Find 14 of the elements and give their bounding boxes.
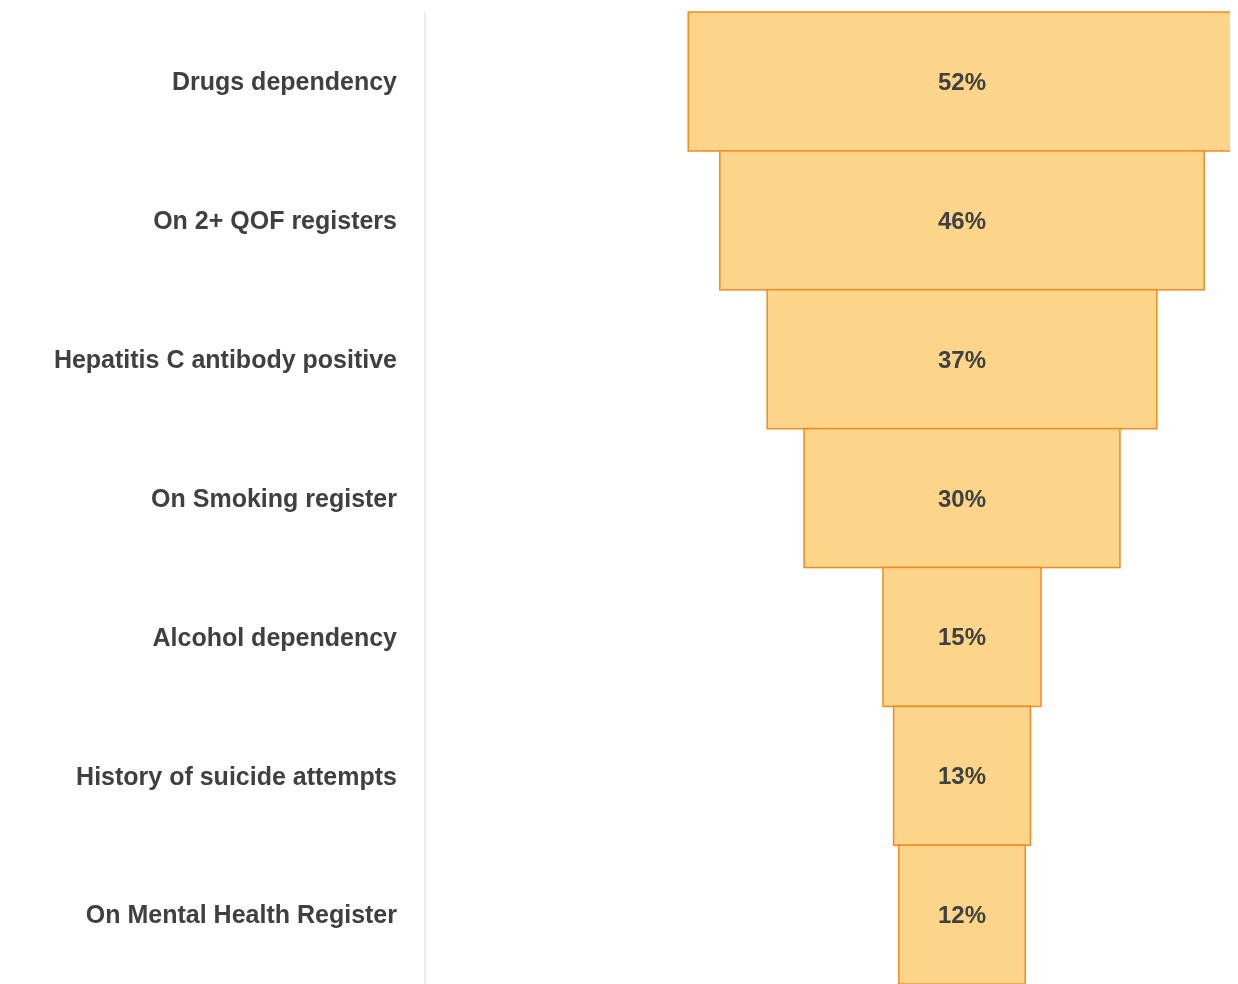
category-label: Alcohol dependency — [152, 622, 398, 651]
category-label: Hepatitis C antibody positive — [53, 345, 398, 374]
category-label: History of suicide attempts — [76, 761, 397, 790]
data-label: 37% — [937, 345, 987, 373]
category-label: On 2+ QOF registers — [153, 206, 397, 235]
data-label: 15% — [937, 623, 987, 651]
data-label: 13% — [937, 762, 987, 790]
data-label: 12% — [937, 901, 987, 929]
data-label: 30% — [937, 484, 987, 512]
category-label: Drugs dependency — [171, 67, 398, 96]
category-label: On Smoking register — [151, 483, 398, 512]
data-label: 46% — [937, 206, 987, 234]
data-label: 52% — [937, 68, 987, 95]
category-label: On Mental Health Register — [85, 900, 398, 929]
